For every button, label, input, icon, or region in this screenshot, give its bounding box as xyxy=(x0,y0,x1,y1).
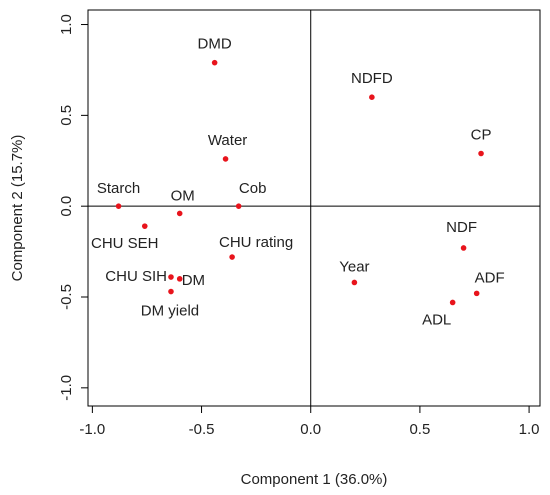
point-label: ADF xyxy=(475,269,505,286)
data-point xyxy=(235,203,242,209)
data-point xyxy=(473,290,480,297)
x-tick-label: -1.0 xyxy=(79,421,105,438)
point-label: OM xyxy=(171,187,195,204)
point-label: CP xyxy=(471,127,492,144)
data-point xyxy=(222,156,229,162)
point-label: CHU SIH xyxy=(105,268,167,285)
data-point xyxy=(168,288,174,295)
data-point xyxy=(351,279,358,286)
point-label: DMD xyxy=(198,36,232,53)
point-label: ADL xyxy=(422,311,451,328)
y-tick-label: 0.0 xyxy=(58,196,75,217)
data-point xyxy=(460,245,467,251)
plot-frame xyxy=(87,9,541,407)
data-point xyxy=(229,254,235,260)
data-points xyxy=(115,59,484,306)
data-point xyxy=(478,150,484,157)
y-axis: -1.0 -0.5 0.0 0.5 1.0 xyxy=(58,14,88,401)
data-point xyxy=(168,274,174,280)
x-tick-label: -0.5 xyxy=(189,421,215,438)
data-point xyxy=(141,223,148,229)
data-point xyxy=(449,299,456,306)
data-point xyxy=(115,203,122,209)
x-axis: -1.0 -0.5 0.0 0.5 1.0 xyxy=(79,406,540,438)
data-point xyxy=(369,94,375,100)
point-label: NDF xyxy=(446,219,477,236)
point-label: Year xyxy=(339,258,369,275)
y-axis-title: Component 2 (15.7%) xyxy=(9,135,26,282)
x-axis-title: Component 1 (36.0%) xyxy=(241,471,388,488)
data-point xyxy=(176,210,183,217)
point-label: DM xyxy=(182,272,205,289)
point-label: DM yield xyxy=(141,303,199,320)
point-label: CHU rating xyxy=(219,234,293,251)
point-labels: DMD NDFD CP Water Starch OM Cob CHU SEH CHU rati… xyxy=(91,36,505,329)
x-tick-label: 0.5 xyxy=(409,421,430,438)
point-label: NDFD xyxy=(351,70,393,87)
y-tick-label: -1.0 xyxy=(58,375,75,401)
point-label: Water xyxy=(208,132,247,149)
x-tick-label: 0.0 xyxy=(300,421,321,438)
point-label: Cob xyxy=(239,180,267,197)
data-point xyxy=(176,276,183,282)
y-tick-label: 0.5 xyxy=(58,105,75,126)
y-tick-label: -0.5 xyxy=(58,284,75,310)
point-label: Starch xyxy=(97,180,140,197)
x-tick-label: 1.0 xyxy=(519,421,540,438)
y-tick-label: 1.0 xyxy=(58,14,75,35)
data-point xyxy=(211,59,218,66)
point-label: CHU SEH xyxy=(91,235,159,252)
